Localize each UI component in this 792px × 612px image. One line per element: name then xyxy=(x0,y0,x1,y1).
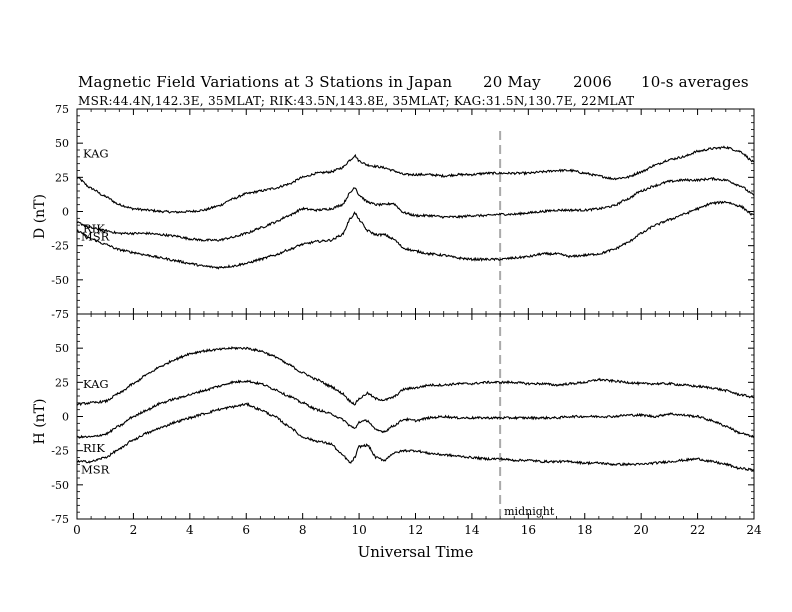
series-label-rik: RIK xyxy=(83,441,105,455)
series-label-kag: KAG xyxy=(83,377,109,391)
chart-title: Magnetic Field Variations at 3 Stations … xyxy=(78,73,758,91)
x-tick-label: 0 xyxy=(73,523,81,537)
series-line-rik xyxy=(76,176,755,242)
x-tick-label: 6 xyxy=(242,523,250,537)
series-label-kag: KAG xyxy=(83,146,109,160)
x-tick-label: 12 xyxy=(408,523,423,537)
x-tick-label: 24 xyxy=(746,523,762,537)
panel-frame xyxy=(76,108,755,315)
x-axis-label: Universal Time xyxy=(358,543,474,561)
title-averaging: 10-s averages xyxy=(641,73,749,91)
x-tick-label: 16 xyxy=(521,523,536,537)
y-tick-label: 0 xyxy=(62,411,69,424)
y-tick-label: -25 xyxy=(51,445,69,458)
x-tick-label: 20 xyxy=(634,523,649,537)
y-axis-label: H (nT) xyxy=(32,399,48,445)
y-tick-label: 50 xyxy=(55,342,69,355)
x-tick-label: 18 xyxy=(577,523,592,537)
y-tick-label: 50 xyxy=(55,137,69,150)
y-tick-label: -75 xyxy=(51,513,69,526)
series-label-msr: MSR xyxy=(81,463,110,477)
x-tick-label: 2 xyxy=(130,523,138,537)
series-line-kag xyxy=(76,345,755,407)
series-label-rik: RIK xyxy=(83,221,105,235)
stations-subtitle: MSR:44.4N,142.3E, 35MLAT; RIK:43.5N,143.… xyxy=(78,94,635,108)
series-line-msr xyxy=(76,200,755,270)
y-tick-label: 75 xyxy=(55,103,69,116)
title-year: 2006 xyxy=(573,73,612,91)
y-tick-label: 25 xyxy=(55,376,69,389)
x-tick-label: 8 xyxy=(299,523,307,537)
x-tick-label: 22 xyxy=(690,523,705,537)
title-text: Magnetic Field Variations at 3 Stations … xyxy=(78,73,453,91)
midnight-label: midnight xyxy=(504,505,555,518)
x-tick-label: 14 xyxy=(464,523,480,537)
series-line-rik xyxy=(76,379,755,439)
series-label-msr: MSR xyxy=(81,230,110,244)
y-tick-label: 0 xyxy=(62,206,69,219)
y-tick-label: -25 xyxy=(51,240,69,253)
x-tick-label: 4 xyxy=(186,523,194,537)
y-tick-label: -50 xyxy=(51,479,69,492)
series-line-kag xyxy=(76,145,755,214)
y-tick-label: -75 xyxy=(51,308,69,321)
y-tick-label: -50 xyxy=(51,274,69,287)
x-tick-label: 10 xyxy=(351,523,366,537)
y-tick-label: 25 xyxy=(55,171,69,184)
y-axis-label: D (nT) xyxy=(32,194,48,239)
title-date: 20 May xyxy=(483,73,541,91)
series-line-msr xyxy=(76,402,755,472)
